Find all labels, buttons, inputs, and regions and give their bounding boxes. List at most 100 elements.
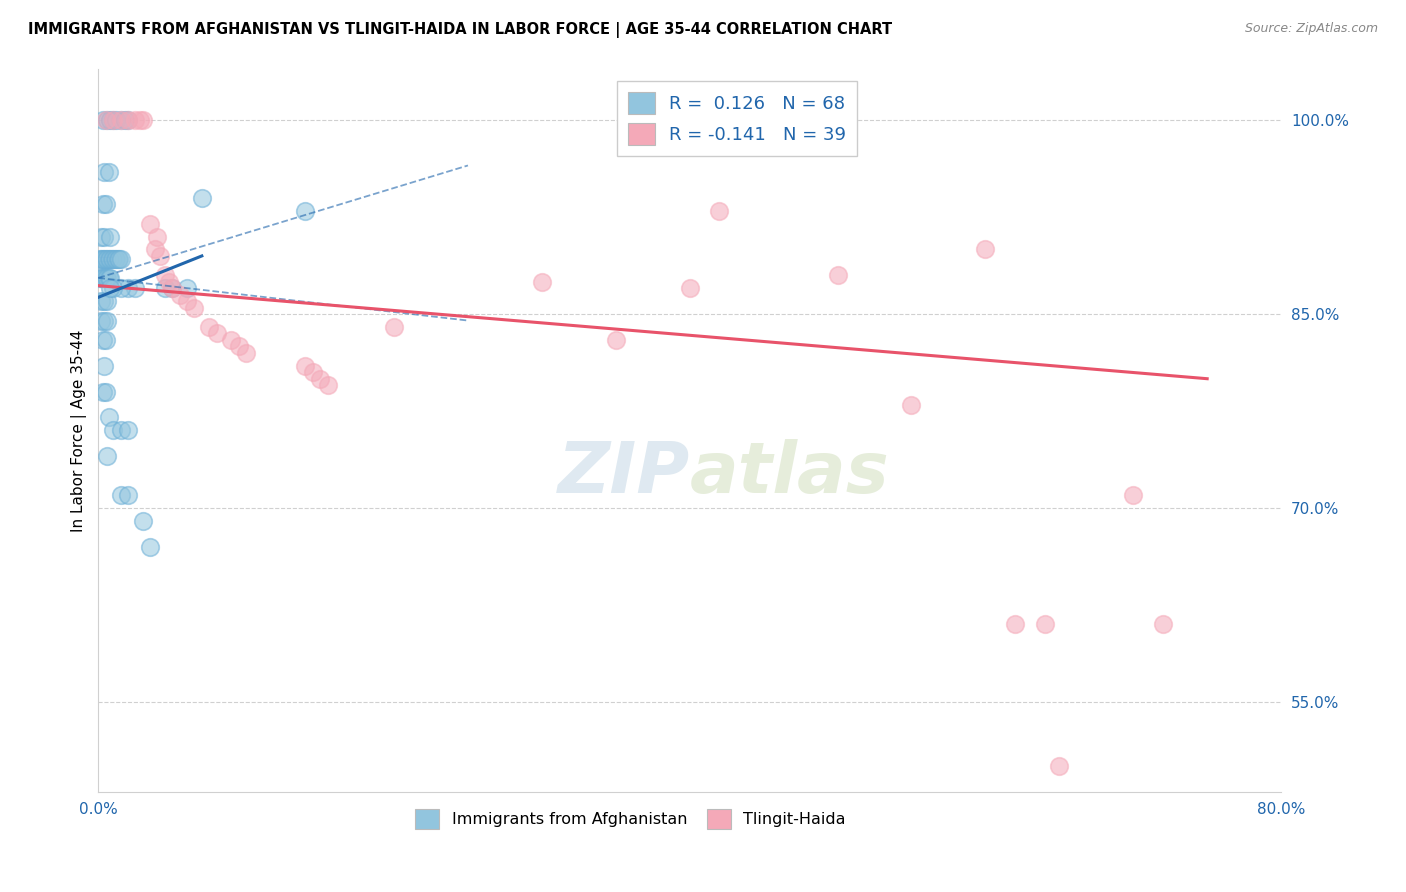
Point: [105, 113, 128, 128]
Point: [91, 113, 114, 128]
Point: [90, 229, 112, 244]
Point: [176, 281, 198, 295]
Point: [301, 365, 323, 379]
Point: [104, 252, 127, 266]
Point: [139, 540, 162, 554]
Point: [91, 333, 114, 347]
Point: [124, 281, 146, 295]
Point: [90, 294, 112, 309]
Point: [93, 313, 115, 327]
Point: [110, 252, 132, 266]
Point: [157, 275, 180, 289]
Point: [110, 113, 132, 128]
Point: [97, 410, 120, 425]
Point: [91, 384, 114, 399]
Point: [153, 268, 176, 283]
Text: ZIP: ZIP: [557, 440, 690, 508]
Point: [114, 113, 136, 128]
Point: [294, 359, 316, 373]
Point: [94, 333, 117, 347]
Point: [235, 346, 257, 360]
Point: [90, 252, 112, 266]
Point: [101, 424, 124, 438]
Point: [105, 252, 128, 266]
Point: [97, 165, 120, 179]
Point: [1152, 617, 1174, 632]
Point: [205, 326, 228, 341]
Point: [96, 313, 118, 327]
Point: [110, 281, 132, 295]
Legend: Immigrants from Afghanistan, Tlingit-Haida: Immigrants from Afghanistan, Tlingit-Hai…: [409, 803, 852, 835]
Point: [97, 252, 120, 266]
Point: [827, 268, 849, 283]
Point: [900, 398, 922, 412]
Point: [228, 339, 250, 353]
Point: [143, 243, 166, 257]
Point: [94, 252, 117, 266]
Point: [94, 113, 117, 128]
Point: [90, 271, 112, 285]
Point: [93, 229, 115, 244]
Point: [605, 333, 627, 347]
Text: atlas: atlas: [690, 440, 890, 508]
Point: [94, 384, 117, 399]
Point: [90, 313, 112, 327]
Point: [294, 203, 316, 218]
Point: [709, 203, 731, 218]
Point: [91, 271, 114, 285]
Point: [94, 271, 117, 285]
Point: [382, 320, 405, 334]
Point: [100, 252, 122, 266]
Point: [98, 281, 121, 295]
Point: [131, 514, 153, 528]
Point: [107, 252, 129, 266]
Point: [93, 359, 115, 373]
Point: [98, 113, 121, 128]
Text: Source: ZipAtlas.com: Source: ZipAtlas.com: [1244, 22, 1378, 36]
Point: [101, 113, 124, 128]
Point: [96, 294, 118, 309]
Point: [98, 271, 121, 285]
Point: [117, 113, 139, 128]
Point: [101, 252, 124, 266]
Point: [316, 378, 339, 392]
Point: [221, 333, 243, 347]
Point: [101, 113, 124, 128]
Point: [110, 488, 132, 502]
Point: [108, 252, 131, 266]
Point: [139, 217, 162, 231]
Point: [97, 271, 120, 285]
Text: IMMIGRANTS FROM AFGHANISTAN VS TLINGIT-HAIDA IN LABOR FORCE | AGE 35-44 CORRELAT: IMMIGRANTS FROM AFGHANISTAN VS TLINGIT-H…: [28, 22, 893, 38]
Point: [149, 249, 172, 263]
Point: [117, 488, 139, 502]
Point: [146, 229, 169, 244]
Point: [183, 301, 205, 315]
Point: [101, 281, 124, 295]
Point: [1047, 759, 1070, 773]
Point: [530, 275, 553, 289]
Point: [124, 113, 146, 128]
Point: [89, 252, 111, 266]
Point: [974, 243, 997, 257]
Point: [93, 271, 115, 285]
Point: [93, 165, 115, 179]
Point: [96, 271, 118, 285]
Point: [162, 281, 184, 295]
Point: [153, 281, 176, 295]
Point: [1033, 617, 1056, 632]
Point: [110, 424, 132, 438]
Point: [117, 281, 139, 295]
Point: [91, 252, 114, 266]
Point: [131, 113, 153, 128]
Point: [198, 320, 221, 334]
Point: [309, 372, 332, 386]
Point: [117, 424, 139, 438]
Point: [96, 113, 118, 128]
Point: [162, 281, 184, 295]
Point: [117, 113, 139, 128]
Point: [93, 252, 115, 266]
Point: [98, 252, 121, 266]
Point: [128, 113, 150, 128]
Point: [96, 450, 118, 464]
Point: [191, 191, 214, 205]
